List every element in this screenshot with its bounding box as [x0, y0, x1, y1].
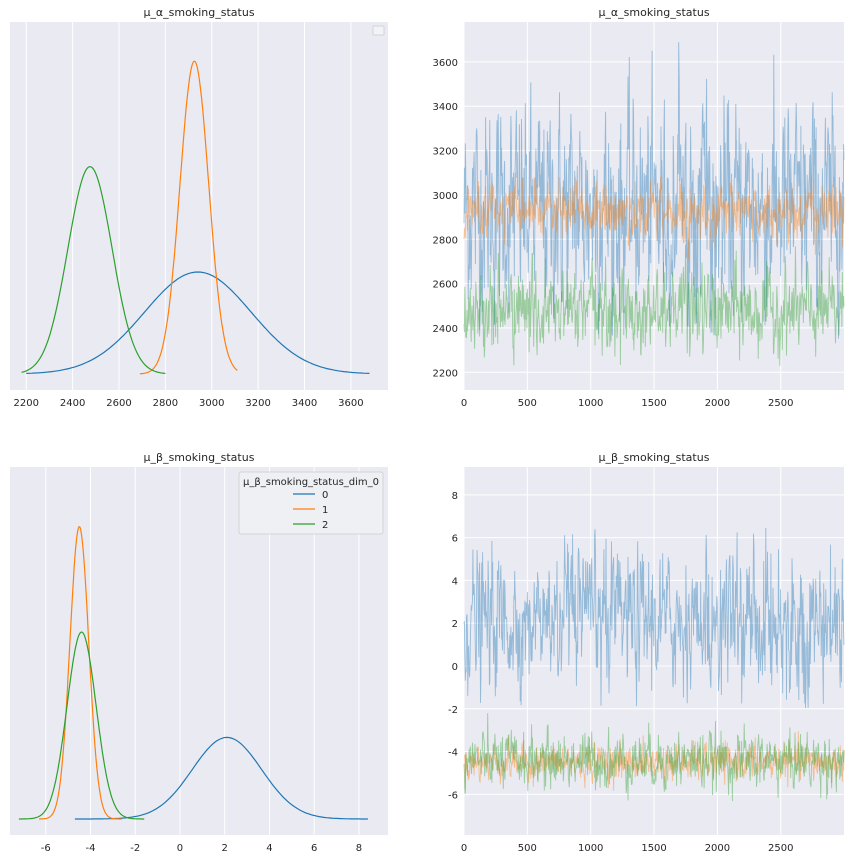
x-tick-label: 6 — [311, 843, 317, 854]
x-tick-label: 4 — [266, 843, 272, 854]
alpha-trace-y-ticks: 2200 2400 2600 2800 3000 3200 3400 3600 — [433, 58, 458, 379]
legend-label-2: 2 — [322, 520, 328, 531]
beta-trace-title: μ_β_smoking_status — [599, 451, 710, 464]
beta-kde-title: μ_β_smoking_status — [144, 451, 255, 464]
alpha-trace-gridlines — [463, 22, 844, 390]
y-tick-label: 8 — [452, 491, 458, 502]
x-tick-label: 500 — [518, 843, 537, 854]
x-tick-label: 2000 — [705, 843, 730, 854]
legend-label-0: 0 — [322, 490, 328, 501]
y-tick-label: 2400 — [433, 324, 458, 335]
x-tick-label: 1500 — [641, 398, 666, 409]
trace-series-1 — [463, 172, 845, 260]
legend-box — [238, 471, 384, 535]
alpha-trace-x-ticks: 0 500 1000 1500 2000 2500 — [461, 398, 794, 409]
x-tick-label: 2500 — [768, 843, 793, 854]
x-tick-label: 8 — [356, 843, 362, 854]
kde-curve-0 — [74, 736, 368, 820]
x-tick-label: 2800 — [153, 398, 178, 409]
y-tick-label: 2600 — [433, 280, 458, 291]
y-tick-label: 3000 — [433, 191, 458, 202]
alpha-kde-curves — [21, 60, 370, 375]
x-tick-label: 2 — [222, 843, 228, 854]
y-tick-label: 3200 — [433, 147, 458, 158]
x-tick-label: 2500 — [768, 398, 793, 409]
y-tick-label: 3600 — [433, 58, 458, 69]
y-tick-label: 2200 — [433, 368, 458, 379]
x-tick-label: 3400 — [292, 398, 317, 409]
y-tick-label: 3400 — [433, 102, 458, 113]
beta-kde-legend: μ_β_smoking_status_dim_0 0 1 2 — [238, 471, 384, 535]
x-tick-label: -6 — [41, 843, 51, 854]
x-tick-label: 0 — [461, 843, 467, 854]
trace-series-0 — [463, 42, 845, 339]
x-tick-label: -4 — [86, 843, 96, 854]
x-tick-label: 2600 — [106, 398, 131, 409]
beta-kde-curves — [18, 525, 368, 820]
y-tick-label: -4 — [448, 748, 458, 759]
x-tick-label: 3000 — [199, 398, 224, 409]
trace-series-0 — [463, 527, 845, 709]
alpha-trace-panel: μ_α_smoking_status 0 500 1000 1500 2000 2500 … — [433, 6, 845, 409]
legend-title: μ_β_smoking_status_dim_0 — [243, 477, 379, 488]
y-tick-label: 2 — [452, 619, 458, 630]
beta-trace-panel: μ_β_smoking_status 0 500 1000 1500 2000 2500 … — [448, 451, 845, 854]
alpha-kde-x-ticks: 2200 2400 2600 2800 3000 3200 3400 3600 — [14, 398, 364, 409]
alpha-kde-empty-legend — [372, 25, 385, 36]
trace-series-2 — [463, 244, 845, 366]
alpha-trace-title: μ_α_smoking_status — [598, 6, 709, 19]
x-tick-label: 3200 — [245, 398, 270, 409]
alpha-trace-series — [463, 42, 845, 366]
beta-trace-gridlines — [463, 467, 844, 835]
x-tick-label: 2400 — [60, 398, 85, 409]
x-tick-label: 2200 — [14, 398, 39, 409]
kde-curve-2 — [18, 631, 145, 820]
alpha-kde-panel: μ_α_smoking_status 2200 2400 2600 2800 3000 3… — [10, 6, 388, 409]
trace-series-1 — [463, 731, 845, 791]
kde-curve-1 — [139, 60, 238, 375]
beta-kde-gridlines — [45, 467, 360, 835]
beta-kde-panel: μ_β_smoking_status -6 -4 -2 0 2 4 6 8 μ_β_smoki… — [10, 451, 388, 854]
kde-curve-0 — [26, 271, 370, 374]
kde-curve-1 — [39, 525, 122, 820]
x-tick-label: -2 — [130, 843, 140, 854]
x-tick-label: 1000 — [578, 398, 603, 409]
y-tick-label: 2800 — [433, 235, 458, 246]
y-tick-label: 4 — [452, 576, 458, 587]
legend-label-1: 1 — [322, 505, 328, 516]
y-tick-label: 6 — [452, 534, 458, 545]
alpha-kde-title: μ_α_smoking_status — [143, 6, 254, 19]
alpha-kde-gridlines — [25, 22, 352, 390]
x-tick-label: 3600 — [338, 398, 363, 409]
x-tick-label: 0 — [177, 843, 183, 854]
x-tick-label: 1000 — [578, 843, 603, 854]
y-tick-label: -6 — [448, 790, 458, 801]
beta-trace-series — [463, 527, 845, 802]
y-tick-label: -2 — [448, 705, 458, 716]
x-tick-label: 500 — [518, 398, 537, 409]
trace-series-2 — [463, 713, 845, 802]
kde-curve-2 — [21, 165, 166, 374]
x-tick-label: 2000 — [705, 398, 730, 409]
beta-kde-x-ticks: -6 -4 -2 0 2 4 6 8 — [41, 843, 362, 854]
x-tick-label: 1500 — [641, 843, 666, 854]
beta-trace-x-ticks: 0 500 1000 1500 2000 2500 — [461, 843, 794, 854]
beta-trace-y-ticks: -6 -4 -2 0 2 4 6 8 — [448, 491, 458, 802]
y-tick-label: 0 — [452, 662, 458, 673]
x-tick-label: 0 — [461, 398, 467, 409]
